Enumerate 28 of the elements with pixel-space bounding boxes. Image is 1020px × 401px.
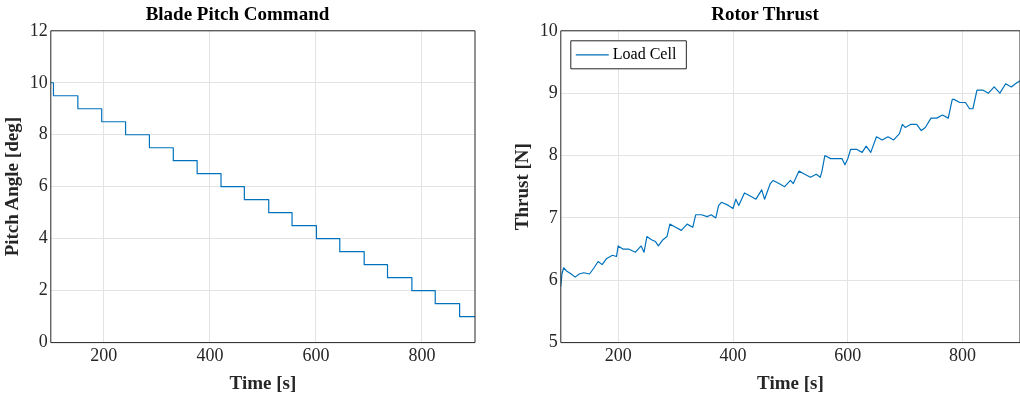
x-tick-label: 400 xyxy=(196,345,224,366)
x-tick-label: 200 xyxy=(604,345,632,366)
y-tick-label: 5 xyxy=(548,331,558,352)
x-tick-label: 600 xyxy=(834,345,862,366)
y-tick-label: 6 xyxy=(548,268,558,289)
y-tick-label: 10 xyxy=(539,19,558,40)
legend-label: Load Cell xyxy=(612,45,677,62)
chart-title: Blade Pitch Command xyxy=(145,3,330,25)
y-tick-label: 7 xyxy=(548,206,558,227)
y-tick-label: 12 xyxy=(29,19,48,40)
x-axis-title: Time [s] xyxy=(757,371,824,393)
y-tick-label: 6 xyxy=(38,175,48,196)
y-axis-title: Pitch Angle [deg] xyxy=(1,117,23,257)
y-tick-label: 8 xyxy=(548,144,558,165)
y-tick-label: 4 xyxy=(38,227,48,248)
x-tick-label: 400 xyxy=(719,345,747,366)
y-tick-label: 0 xyxy=(38,331,48,352)
x-tick-label: 600 xyxy=(302,345,330,366)
y-tick-label: 10 xyxy=(29,71,48,92)
y-axis-title: Thrust [N] xyxy=(511,143,533,231)
x-tick-label: 200 xyxy=(90,345,118,366)
x-tick-label: 800 xyxy=(408,345,436,366)
chart-title: Rotor Thrust xyxy=(711,3,820,25)
y-tick-label: 2 xyxy=(38,279,48,300)
y-tick-label: 9 xyxy=(548,81,558,102)
x-tick-label: 800 xyxy=(949,345,977,366)
y-tick-label: 8 xyxy=(38,123,48,144)
x-axis-title: Time [s] xyxy=(229,371,297,393)
